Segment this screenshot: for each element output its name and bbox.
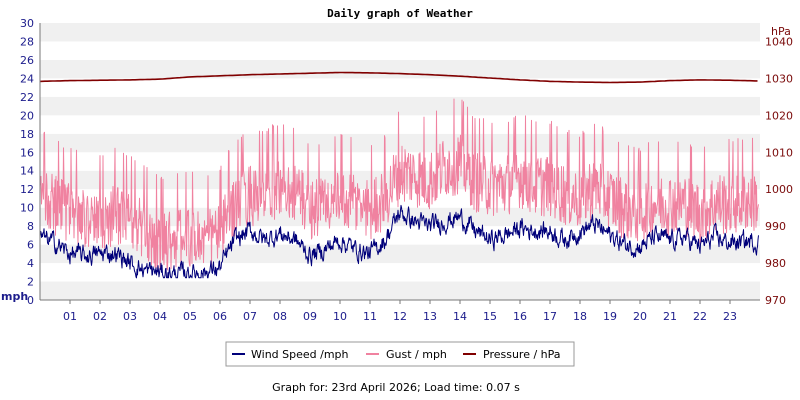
- x-tick-label: 21: [663, 310, 677, 323]
- x-tick-label: 07: [243, 310, 257, 323]
- left-axis-unit: mph: [1, 290, 28, 303]
- grid-band: [40, 281, 760, 300]
- legend-label-wind: Wind Speed /mph: [251, 348, 349, 361]
- left-tick-label: 20: [20, 109, 34, 122]
- gust-series: [39, 98, 759, 271]
- left-tick-label: 12: [20, 183, 34, 196]
- right-axis-ticks: 970 980 990 1000 1010 1020 1030 1040: [765, 35, 793, 307]
- right-tick-label: 990: [765, 220, 786, 233]
- left-tick-label: 18: [20, 128, 34, 141]
- left-tick-label: 14: [20, 165, 34, 178]
- x-tick-label: 17: [543, 310, 557, 323]
- x-tick-label: 02: [93, 310, 107, 323]
- grid-band: [40, 96, 760, 116]
- x-tick-label: 06: [213, 310, 227, 323]
- series-line: [39, 71, 758, 84]
- grid-band: [40, 78, 760, 97]
- grid-band: [40, 23, 760, 42]
- x-tick-label: 14: [453, 310, 467, 323]
- left-tick-label: 26: [20, 54, 34, 67]
- x-tick-label: 12: [393, 310, 407, 323]
- x-tick-label: 11: [363, 310, 377, 323]
- legend: Wind Speed /mph Gust / mph Pressure / hP…: [225, 341, 575, 367]
- series-line: [39, 98, 759, 271]
- x-tick-label: 19: [603, 310, 617, 323]
- legend-box: [225, 341, 575, 367]
- x-tick-label: 22: [693, 310, 707, 323]
- grid-band: [40, 59, 760, 79]
- right-tick-label: 1030: [765, 72, 793, 85]
- legend-label-gust: Gust / mph: [386, 348, 447, 361]
- x-tick-label: 13: [423, 310, 437, 323]
- x-tick-label: 15: [483, 310, 497, 323]
- grid-band: [40, 41, 760, 60]
- chart-title: Daily graph of Weather: [327, 7, 473, 20]
- left-tick-label: 4: [27, 257, 34, 270]
- grid-band: [40, 244, 760, 264]
- right-tick-label: 980: [765, 257, 786, 270]
- x-axis-ticks: 01 02 03 04 05 06 07 08 09 10 11 12 13 14 15 16 17 18 19 20…: [63, 300, 737, 323]
- x-tick-label: 16: [513, 310, 527, 323]
- legend-label-pressure: Pressure / hPa: [483, 348, 561, 361]
- x-tick-label: 23: [723, 310, 737, 323]
- x-tick-label: 03: [123, 310, 137, 323]
- left-tick-label: 2: [27, 276, 34, 289]
- left-tick-label: 30: [20, 17, 34, 30]
- left-tick-label: 8: [27, 220, 34, 233]
- left-tick-label: 22: [20, 91, 34, 104]
- right-tick-label: 1000: [765, 183, 793, 196]
- grid-band: [40, 115, 760, 134]
- pressure-series: [39, 71, 758, 84]
- x-tick-label: 05: [183, 310, 197, 323]
- right-axis-unit: hPa: [771, 25, 791, 38]
- right-tick-label: 1010: [765, 146, 793, 159]
- wind-series: [39, 204, 759, 279]
- left-tick-label: 10: [20, 202, 34, 215]
- x-tick-label: 01: [63, 310, 77, 323]
- x-tick-label: 08: [273, 310, 287, 323]
- right-tick-label: 970: [765, 294, 786, 307]
- x-tick-label: 10: [333, 310, 347, 323]
- left-tick-label: 6: [27, 239, 34, 252]
- grid-band: [40, 133, 760, 153]
- x-tick-label: 04: [153, 310, 167, 323]
- left-tick-label: 16: [20, 146, 34, 159]
- chart-footer: Graph for: 23rd April 2026; Load time: 0…: [272, 381, 520, 394]
- series-line: [39, 204, 759, 279]
- left-tick-label: 0: [27, 294, 34, 307]
- x-tick-label: 18: [573, 310, 587, 323]
- right-tick-label: 1040: [765, 35, 793, 48]
- left-tick-label: 24: [20, 72, 34, 85]
- x-tick-label: 09: [303, 310, 317, 323]
- right-tick-label: 1020: [765, 109, 793, 122]
- left-tick-label: 28: [20, 35, 34, 48]
- x-tick-label: 20: [633, 310, 647, 323]
